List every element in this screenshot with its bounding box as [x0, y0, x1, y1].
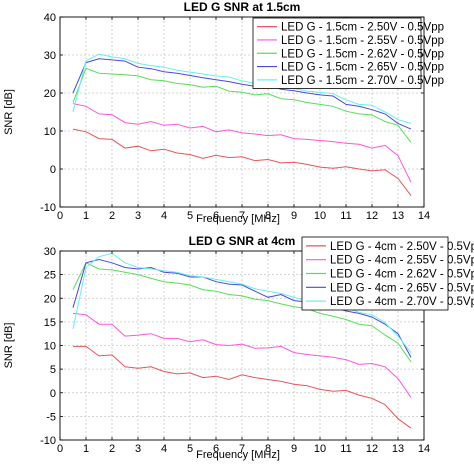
x-axis-label: Frequency [MHz]: [196, 213, 280, 225]
x-tick-label: 9: [291, 210, 297, 222]
series-line-2: [72, 103, 412, 183]
x-tick-label: 0: [57, 443, 63, 455]
x-tick-label: 8: [265, 210, 271, 222]
x-tick-label: 9: [291, 443, 297, 455]
y-tick-label: 0: [50, 388, 56, 400]
y-tick-label: 20: [44, 88, 56, 100]
y-tick-label: 20: [44, 293, 56, 305]
legend-box: [252, 17, 422, 89]
series-line-2: [72, 312, 412, 398]
x-tick-label: 11: [340, 210, 351, 222]
series-line-3: [72, 262, 412, 363]
x-tick-label: 2: [109, 443, 115, 455]
legend-entry: LED G - 4cm - 2.62V - 0.5Vpp: [330, 269, 474, 281]
y-tick-label: 10: [44, 341, 56, 353]
y-tick-label: -10: [40, 202, 56, 214]
x-tick-label: 14: [418, 210, 430, 222]
x-tick-label: 0: [57, 210, 63, 222]
x-axis-label: Frequency [MHz]: [196, 449, 280, 461]
x-tick-label: 4: [161, 443, 167, 455]
y-tick-label: -10: [40, 435, 56, 447]
chart-title: LED G SNR at 1.5cm: [184, 0, 301, 14]
series-line-3: [72, 67, 412, 143]
x-tick-label: 10: [314, 210, 326, 222]
x-tick-label: 6: [213, 210, 219, 222]
series-line-1: [73, 345, 412, 429]
series-line-5: [72, 53, 412, 124]
x-tick-label: 3: [135, 210, 141, 222]
y-tick-label: 40: [44, 12, 56, 24]
x-tick-label: 1: [83, 210, 89, 222]
x-tick-label: 5: [187, 210, 193, 222]
x-tick-label: 12: [366, 210, 378, 222]
legend-entry: LED G - 1.5cm - 2.65V - 0.5Vpp: [281, 62, 444, 74]
legend: LED G - 4cm - 2.50V - 0.5Vpp LED G - 4cm …: [301, 236, 474, 311]
x-tick-label: 13: [392, 210, 404, 222]
x-tick-label: 14: [418, 443, 430, 455]
legend-entry: LED G - 4cm - 2.70V - 0.5Vpp: [330, 296, 474, 308]
x-tick-label: 10: [314, 443, 326, 455]
y-tick-label: 10: [44, 126, 56, 138]
x-tick-label: 5: [187, 443, 193, 455]
x-tick-label: 7: [239, 443, 245, 455]
legend-entry: LED G - 4cm - 2.50V - 0.5Vpp: [330, 241, 474, 253]
chart-2: 0 1 2 3 4 5 6 7 8 9 10 11 12 13 14-10-5051015202530LED…: [3, 234, 474, 461]
legend-box: [301, 236, 449, 311]
x-tick-label: 4: [161, 210, 167, 222]
x-tick-label: 1: [83, 443, 89, 455]
series-line-4: [72, 258, 412, 358]
x-tick-label: 11: [340, 443, 351, 455]
y-tick-label: -5: [46, 411, 56, 423]
x-tick-label: 13: [392, 443, 404, 455]
series-line-5: [72, 252, 412, 353]
y-tick-label: 30: [44, 246, 56, 258]
x-tick-label: 6: [213, 443, 219, 455]
legend-entry: LED G - 4cm - 2.65V - 0.5Vpp: [330, 282, 474, 294]
legend-entry: LED G - 1.5cm - 2.55V - 0.5Vpp: [281, 35, 444, 47]
x-tick-label: 3: [135, 443, 141, 455]
x-tick-label: 7: [239, 210, 245, 222]
x-tick-label: 2: [109, 210, 115, 222]
series-line-4: [72, 58, 412, 130]
chart-title: LED G SNR at 4cm: [189, 234, 296, 248]
x-tick-label: 12: [366, 443, 378, 455]
y-axis-label: SNR [dB]: [3, 323, 15, 369]
y-tick-label: 25: [44, 270, 56, 282]
series-line-1: [72, 128, 412, 196]
y-tick-label: 5: [50, 364, 56, 376]
y-axis-label: SNR [dB]: [3, 89, 15, 135]
y-tick-label: 0: [50, 164, 56, 176]
y-tick-label: 15: [44, 317, 56, 329]
legend-entry: LED G - 1.5cm - 2.70V - 0.5Vpp: [281, 75, 444, 87]
legend-entry: LED G - 4cm - 2.55V - 0.5Vpp: [330, 255, 474, 267]
x-tick-label: 8: [265, 443, 271, 455]
y-tick-label: 30: [44, 50, 56, 62]
legend-entry: LED G - 1.5cm - 2.50V - 0.5Vpp: [281, 22, 444, 34]
legend-entry: LED G - 1.5cm - 2.62V - 0.5Vpp: [281, 48, 444, 60]
